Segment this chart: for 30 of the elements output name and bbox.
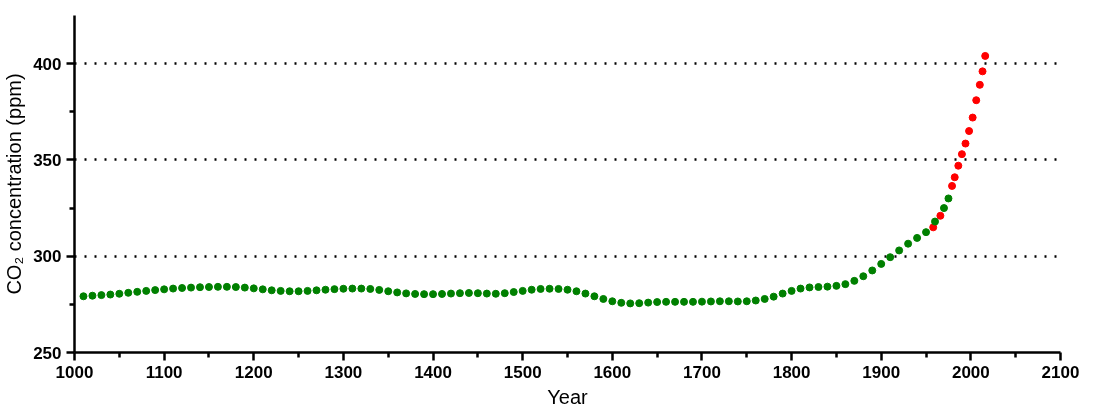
x-tick-label: 1600 [593,362,632,382]
x-tick-label: 2000 [951,362,990,382]
y-tick-label: 350 [33,150,62,170]
point [968,113,977,122]
point [981,51,990,60]
point [948,181,957,190]
point [978,67,987,76]
point [936,211,945,220]
point [965,127,974,136]
x-tick-label: 1200 [234,362,273,382]
y-axis-title: CO₂ concentration (ppm) [3,73,26,295]
x-axis-title: Year [547,385,589,408]
x-tick-label: 1900 [862,362,901,382]
x-tick-label: 1300 [324,362,363,382]
x-tick-label: 1700 [683,362,721,382]
x-tick-label: 1000 [55,362,94,382]
x-tick-label: 2100 [1041,362,1080,382]
y-tick-label: 400 [33,54,62,74]
y-tick-label: 300 [33,247,62,267]
y-tick-label: 250 [33,343,62,363]
point [972,96,981,105]
point [950,173,959,182]
point [961,139,970,148]
x-tick-label: 1800 [772,362,811,382]
point [954,161,963,170]
x-tick-label: 1500 [503,362,542,382]
point [957,150,966,159]
point [975,80,984,89]
x-tick-label: 1400 [414,362,452,382]
x-tick-label: 1100 [145,362,183,382]
